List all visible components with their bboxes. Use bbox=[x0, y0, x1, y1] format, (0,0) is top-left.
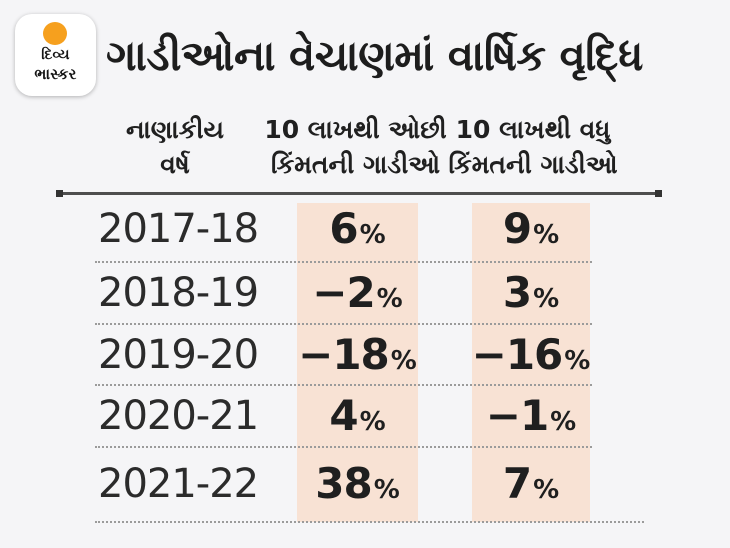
year-label: 2018-19 bbox=[98, 270, 259, 316]
value-number: 3 bbox=[502, 268, 532, 317]
year-label: 2019-20 bbox=[98, 332, 259, 378]
table-row: 2021-22 38% 7% bbox=[0, 449, 730, 519]
percent-sign: % bbox=[373, 475, 400, 505]
value-number: −18 bbox=[298, 330, 390, 379]
row-separator bbox=[95, 521, 644, 523]
row-separator bbox=[95, 323, 592, 325]
percent-sign: % bbox=[359, 220, 386, 250]
value-number: 9 bbox=[502, 204, 532, 253]
value-number: −16 bbox=[471, 330, 564, 379]
value-number: 7 bbox=[502, 459, 532, 508]
brand-name-line1: દિવ્ય bbox=[41, 47, 70, 63]
column-header-above-10-lakh: 10 લાખથી વધુ કિંમતની ગાડીઓ bbox=[422, 112, 644, 182]
brand-name: દિવ્ય ભાસ્કર bbox=[15, 47, 96, 83]
value-number: 6 bbox=[329, 204, 358, 253]
high-price-growth-value: 9% bbox=[462, 198, 600, 269]
low-price-growth-value: −2% bbox=[287, 262, 428, 333]
row-separator bbox=[95, 446, 592, 448]
high-price-growth-value: −16% bbox=[462, 324, 600, 395]
column-header-line: કિંમતની ગાડીઓ bbox=[270, 150, 441, 179]
brand-logo: દિવ્ય ભાસ્કર bbox=[15, 14, 96, 96]
percent-sign: % bbox=[550, 407, 577, 437]
value-number: 4 bbox=[329, 391, 358, 440]
table-row: 2019-20 −18% −16% bbox=[0, 324, 730, 386]
percent-sign: % bbox=[564, 346, 591, 376]
column-header-line: કિંમતની ગાડીઓ bbox=[448, 150, 618, 179]
percent-sign: % bbox=[359, 407, 386, 437]
column-stripe-low-price bbox=[297, 203, 418, 522]
percent-sign: % bbox=[533, 475, 560, 505]
percent-sign: % bbox=[390, 346, 417, 376]
high-price-growth-value: 7% bbox=[462, 449, 600, 528]
table-row: 2017-18 6% 9% bbox=[0, 198, 730, 260]
column-header-line: 10 લાખથી વધુ bbox=[455, 115, 611, 144]
page-title: ગાડીઓના વેચાણમાં વાર્ષિક વૃદ્ધિ bbox=[106, 31, 643, 80]
column-header-line: 10 લાખથી ઓછી bbox=[264, 115, 447, 144]
year-label: 2020-21 bbox=[98, 393, 259, 439]
table-row: 2020-21 4% −1% bbox=[0, 385, 730, 447]
value-number: −1 bbox=[485, 391, 549, 440]
low-price-growth-value: 4% bbox=[287, 385, 428, 456]
low-price-growth-value: −18% bbox=[287, 324, 428, 395]
column-header-line: વર્ષ bbox=[160, 150, 190, 179]
row-separator bbox=[95, 384, 592, 386]
row-separator bbox=[95, 261, 592, 263]
percent-sign: % bbox=[533, 284, 560, 314]
table-row: 2018-19 −2% 3% bbox=[0, 262, 730, 324]
column-header-line: નાણાકીય bbox=[126, 115, 224, 144]
year-label: 2017-18 bbox=[98, 206, 259, 252]
high-price-growth-value: −1% bbox=[462, 385, 600, 456]
header-rule bbox=[56, 190, 662, 197]
value-number: −2 bbox=[312, 268, 375, 317]
column-stripe-high-price bbox=[472, 203, 590, 522]
year-label: 2021-22 bbox=[98, 461, 259, 507]
low-price-growth-value: 6% bbox=[287, 198, 428, 269]
percent-sign: % bbox=[533, 220, 560, 250]
column-header-financial-year: નાણાકીય વર્ષ bbox=[60, 112, 290, 182]
column-header-below-10-lakh: 10 લાખથી ઓછી કિંમતની ગાડીઓ bbox=[243, 112, 468, 182]
low-price-growth-value: 38% bbox=[287, 449, 428, 528]
value-number: 38 bbox=[315, 459, 372, 508]
high-price-growth-value: 3% bbox=[462, 262, 600, 333]
sun-icon bbox=[42, 22, 67, 45]
brand-name-line2: ભાસ્કર bbox=[34, 64, 77, 83]
percent-sign: % bbox=[376, 284, 403, 314]
